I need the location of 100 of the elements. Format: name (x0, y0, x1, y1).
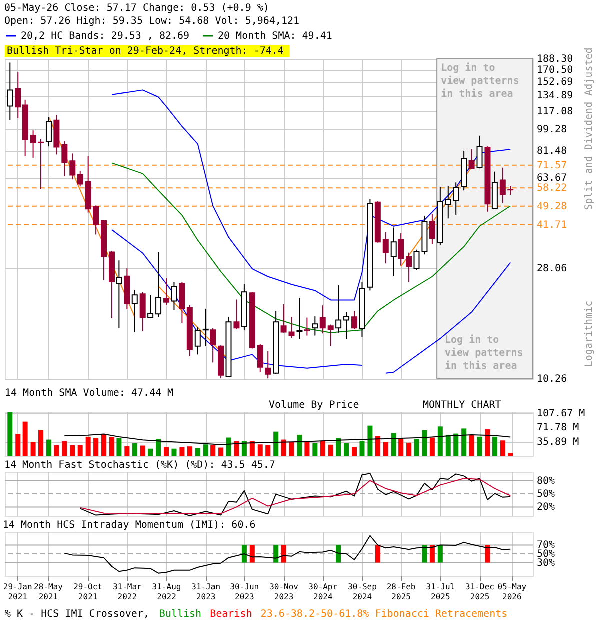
text: 23.6-38.2-50-61.8% Fibonacci Retracements (260, 609, 508, 620)
candlestick (398, 232, 404, 266)
x-tick-label: 31-Mar 2022 (112, 582, 142, 602)
candlestick (390, 227, 397, 277)
bar (383, 442, 388, 456)
candlestick (202, 308, 209, 347)
text: Logarithmic (584, 300, 595, 368)
bar (109, 437, 114, 456)
candlestick (7, 62, 14, 121)
bar (124, 446, 130, 456)
bar (422, 430, 428, 456)
candlestick (140, 292, 146, 332)
y-tick-label: 35.89 M (537, 436, 580, 448)
y-tick-label: 107.67 M (537, 408, 586, 420)
bar (258, 444, 263, 456)
bar (398, 438, 404, 456)
band-label: Log in to view patterns in this area (441, 62, 520, 100)
y-tick-label: 152.69 (537, 77, 574, 88)
legend-label: 20 Month SMA: 49.41 (218, 31, 332, 42)
bar (234, 441, 240, 456)
bar (30, 442, 36, 456)
chart-title: 05-May-26 Close: 57.17 Change: 0.53 (+0.9 %) (4, 3, 270, 14)
bar (187, 446, 192, 456)
y-tick-label: 117.08 (537, 106, 574, 118)
bar (312, 443, 318, 456)
bar (368, 426, 373, 456)
candlestick (288, 316, 295, 338)
bar (391, 433, 396, 456)
bar (54, 445, 60, 456)
chart-subtitle: Open: 57.26 High: 59.35 Low: 54.68 Vol: 5,964,121 (4, 16, 300, 27)
candlestick (171, 282, 178, 311)
bar (46, 440, 52, 456)
bar (281, 440, 286, 456)
text: Bullish (159, 609, 202, 620)
bar (328, 444, 334, 456)
bar (102, 434, 107, 456)
bar (148, 448, 154, 456)
candlestick (257, 344, 264, 373)
candlestick (70, 153, 76, 180)
bar (116, 438, 122, 456)
text: % K - HCS IMI Crossover, (5, 609, 150, 620)
line-series (64, 535, 512, 574)
bar (430, 438, 435, 456)
text: Bullish Tri-Star on 29-Feb-24, Strength: -74.4 (7, 46, 284, 57)
bar (414, 439, 420, 456)
bar (297, 434, 302, 456)
candlestick (312, 316, 318, 336)
candlestick (132, 290, 138, 333)
bar (242, 441, 247, 456)
line-series (111, 90, 512, 301)
y-tick-label: 80% (537, 476, 556, 487)
bar (140, 446, 146, 456)
bar (156, 439, 162, 456)
line-series (111, 162, 512, 334)
bar (218, 448, 224, 456)
bar (86, 436, 91, 456)
bar (492, 436, 498, 456)
bar (360, 441, 365, 456)
candlestick (382, 232, 389, 264)
chart-title: 14 Month HCS Intraday Momentum (IMI): 60.6 (2, 520, 256, 531)
bar (344, 443, 350, 456)
y-tick-label: 50% (537, 489, 556, 500)
bar (462, 428, 467, 456)
candlestick (328, 324, 334, 347)
bar (304, 442, 310, 456)
bar (500, 440, 506, 456)
x-tick-label: 31-Jul 2025 (426, 582, 456, 602)
annotation: Log in to view patterns in this area (445, 334, 524, 372)
candlestick (296, 298, 303, 340)
x-tick-label: 30-Jun 2023 (230, 582, 260, 602)
candlestick (77, 170, 84, 188)
candlestick (344, 312, 350, 340)
candlestick (352, 310, 358, 330)
text: Volume By Price (269, 400, 360, 411)
x-tick-label: 30-Nov 2023 (270, 582, 299, 602)
candlestick (148, 294, 154, 319)
chart-title: 14 Month Fast Stochastic (%K) (%D): 43.5 45.7 (4, 460, 276, 471)
candlestick (304, 317, 310, 336)
bar (16, 434, 21, 456)
bar (446, 435, 451, 456)
candlestick (46, 116, 52, 148)
bar (38, 430, 44, 456)
bar (210, 445, 216, 456)
candlestick (164, 278, 170, 306)
x-tick-label: 31-Aug 2022 (152, 582, 182, 602)
bar (132, 443, 138, 456)
ref-line-label: 58.22 (537, 183, 568, 194)
candlestick (116, 260, 122, 329)
x-tick-label: 31-Dec 2025 (466, 582, 495, 602)
y-tick-label: 30% (537, 558, 556, 569)
bar (469, 434, 474, 456)
bar (454, 434, 459, 456)
y-tick-label: 81.48 (537, 146, 568, 158)
bar (320, 441, 326, 456)
candlestick (194, 326, 201, 356)
bar (438, 426, 443, 456)
ref-line-label: 41.71 (537, 220, 568, 231)
candlestick (406, 252, 412, 283)
bar (62, 441, 68, 456)
bar (274, 432, 279, 456)
